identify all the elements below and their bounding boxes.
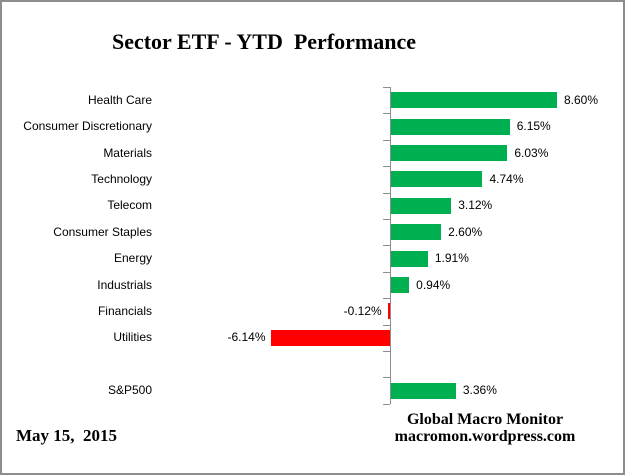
bar	[391, 145, 508, 161]
axis-tick	[383, 113, 390, 114]
value-label: -6.14%	[227, 330, 266, 345]
bar	[391, 92, 557, 109]
axis-tick	[383, 219, 390, 220]
category-label: Telecom	[107, 198, 152, 213]
chart-title: Sector ETF - YTD Performance	[111, 29, 417, 54]
brand-name: Global Macro Monitor	[406, 411, 564, 428]
bar	[391, 250, 428, 267]
bar	[391, 118, 510, 135]
value-label: 4.74%	[489, 171, 524, 186]
value-label: 1.91%	[434, 251, 469, 266]
category-label: Consumer Discretionary	[23, 119, 152, 134]
category-label: Energy	[113, 251, 152, 266]
axis-tick	[383, 87, 390, 88]
date-label: May 15, 2015	[16, 426, 118, 445]
axis-tick	[383, 245, 390, 246]
bar	[391, 277, 410, 293]
axis-tick	[383, 404, 390, 405]
category-label: Technology	[91, 171, 152, 186]
axis-tick	[383, 140, 390, 141]
value-label: 3.12%	[458, 198, 493, 213]
bar	[391, 224, 442, 241]
value-label: 8.60%	[563, 92, 598, 107]
value-axis-line	[390, 87, 391, 404]
axis-tick	[383, 193, 390, 194]
category-label: Health Care	[87, 92, 152, 107]
category-label: S&P500	[107, 383, 152, 398]
brand-block: Global Macro Monitor macromon.wordpress.…	[360, 411, 610, 445]
axis-tick	[383, 272, 390, 273]
value-label: 2.60%	[448, 224, 483, 239]
bar	[391, 171, 483, 188]
axis-tick	[383, 325, 390, 326]
value-label: 6.03%	[514, 145, 549, 160]
axis-tick	[383, 377, 390, 378]
value-label: -0.12%	[343, 303, 382, 318]
brand-url: macromon.wordpress.com	[394, 428, 576, 445]
bar	[271, 329, 390, 346]
value-label: 0.94%	[416, 277, 451, 292]
axis-tick	[383, 351, 390, 352]
category-label: Utilities	[113, 330, 152, 345]
value-label: 6.15%	[516, 119, 551, 134]
category-label: Consumer Staples	[53, 224, 152, 239]
bar	[391, 197, 452, 214]
axis-tick	[383, 298, 390, 299]
category-label: Industrials	[97, 277, 152, 292]
value-label: 3.36%	[462, 383, 497, 398]
axis-tick	[383, 166, 390, 167]
category-label: Financials	[97, 303, 152, 318]
bar	[387, 303, 390, 320]
bar	[391, 382, 456, 399]
category-label: Materials	[103, 145, 152, 160]
